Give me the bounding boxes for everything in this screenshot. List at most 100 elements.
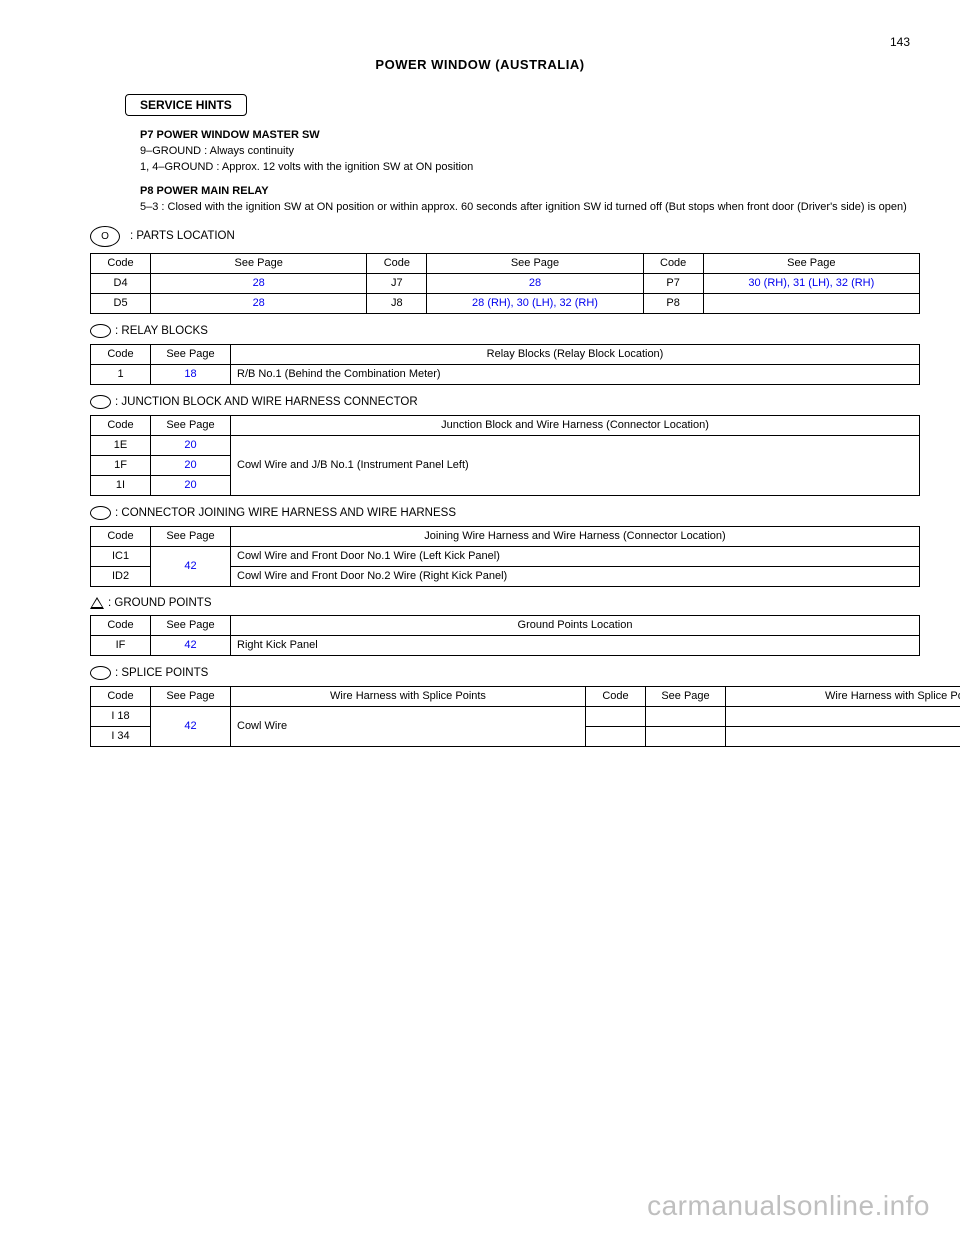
td [646,706,726,726]
td: ID2 [91,566,151,586]
page-link[interactable]: 20 [151,435,231,455]
td: D4 [91,273,151,293]
th: Code [91,253,151,273]
table-row: IF 42 Right Kick Panel [91,635,920,655]
td [703,293,919,313]
table-row: D5 28 J8 28 (RH), 30 (LH), 32 (RH) P8 [91,293,920,313]
jb-icon [90,395,111,409]
page-link[interactable]: 42 [151,706,231,746]
page-link[interactable]: 28 [151,273,367,293]
td: I 34 [91,726,151,746]
splice-table: Code See Page Wire Harness with Splice P… [90,686,960,747]
hint-title: P8 POWER MAIN RELAY [140,184,910,200]
th: Junction Block and Wire Harness (Connect… [231,415,920,435]
th: Code [91,526,151,546]
table-row: IC1 42 Cowl Wire and Front Door No.1 Wir… [91,546,920,566]
relay-icon [90,324,111,338]
th: See Page [151,526,231,546]
hint-title: P7 POWER WINDOW MASTER SW [140,128,910,144]
table-header-row: Code See Page Joining Wire Harness and W… [91,526,920,546]
th: Ground Points Location [231,615,920,635]
td: Cowl Wire and Front Door No.1 Wire (Left… [231,546,920,566]
td: 1I [91,475,151,495]
page-link[interactable]: 28 [151,293,367,313]
th: See Page [151,615,231,635]
section-ground: : GROUND POINTS [90,597,910,609]
section-label: : PARTS LOCATION [130,230,235,242]
hint-block: P8 POWER MAIN RELAY 5–3 : Closed with th… [140,184,910,216]
section-jb: : JUNCTION BLOCK AND WIRE HARNESS CONNEC… [90,395,910,409]
th: Code [91,615,151,635]
section-parts-location: O : PARTS LOCATION [90,226,910,247]
table-row: D4 28 J7 28 P7 30 (RH), 31 (LH), 32 (RH) [91,273,920,293]
td [586,726,646,746]
td: P8 [643,293,703,313]
jb-table: Code See Page Junction Block and Wire Ha… [90,415,920,496]
th: Code [586,686,646,706]
table-header-row: Code See Page Junction Block and Wire Ha… [91,415,920,435]
page-link[interactable]: 28 [427,273,643,293]
td [646,726,726,746]
page-link[interactable]: 20 [151,475,231,495]
th: Joining Wire Harness and Wire Harness (C… [231,526,920,546]
td [726,706,960,726]
hint-line: 1, 4–GROUND : Approx. 12 volts with the … [140,160,910,176]
page-link[interactable]: 42 [151,546,231,586]
ground-icon [90,597,104,609]
connector-icon [90,506,111,520]
th: See Page [151,415,231,435]
th: Wire Harness with Splice Points [231,686,586,706]
section-label: : JUNCTION BLOCK AND WIRE HARNESS CONNEC… [115,396,418,408]
section-label: : SPLICE POINTS [115,667,208,679]
th: See Page [151,253,367,273]
section-label: : CONNECTOR JOINING WIRE HARNESS AND WIR… [115,507,456,519]
td: J8 [367,293,427,313]
th: Code [643,253,703,273]
td: Cowl Wire and Front Door No.2 Wire (Righ… [231,566,920,586]
td: IC1 [91,546,151,566]
td: D5 [91,293,151,313]
th: Code [91,344,151,364]
td [586,706,646,726]
th: Relay Blocks (Relay Block Location) [231,344,920,364]
section-splice: : SPLICE POINTS [90,666,910,680]
th: See Page [427,253,643,273]
table-header-row: Code See Page Wire Harness with Splice P… [91,686,960,706]
td [726,726,960,746]
th: See Page [646,686,726,706]
page-link[interactable]: 18 [151,364,231,384]
td: R/B No.1 (Behind the Combination Meter) [231,364,920,384]
hint-line: 9–GROUND : Always continuity [140,144,910,160]
td: IF [91,635,151,655]
page-link[interactable]: 42 [151,635,231,655]
section-label: : GROUND POINTS [108,597,212,609]
page-link[interactable]: 28 (RH), 30 (LH), 32 (RH) [427,293,643,313]
th: See Page [151,344,231,364]
table-header-row: Code See Page Code See Page Code See Pag… [91,253,920,273]
th: Code [91,415,151,435]
splice-icon [90,666,111,680]
hint-line: 5–3 : Closed with the ignition SW at ON … [140,200,910,216]
td: Right Kick Panel [231,635,920,655]
table-row: 1E 20 Cowl Wire and J/B No.1 (Instrument… [91,435,920,455]
table-header-row: Code See Page Ground Points Location [91,615,920,635]
table-row: 1 18 R/B No.1 (Behind the Combination Me… [91,364,920,384]
ground-table: Code See Page Ground Points Location IF … [90,615,920,656]
td: 1E [91,435,151,455]
watermark: carmanualsonline.info [647,1190,930,1222]
th: See Page [703,253,919,273]
page-link[interactable]: 30 (RH), 31 (LH), 32 (RH) [703,273,919,293]
th: Wire Harness with Splice Points [726,686,960,706]
connector-table: Code See Page Joining Wire Harness and W… [90,526,920,587]
td: Cowl Wire [231,706,586,746]
th: See Page [151,686,231,706]
relay-table: Code See Page Relay Blocks (Relay Block … [90,344,920,385]
td: 1F [91,455,151,475]
table-header-row: Code See Page Relay Blocks (Relay Block … [91,344,920,364]
parts-table: Code See Page Code See Page Code See Pag… [90,253,920,314]
page-link[interactable]: 20 [151,455,231,475]
parts-icon: O [90,226,120,247]
page-number: 143 [50,35,910,49]
td: P7 [643,273,703,293]
td: I 18 [91,706,151,726]
